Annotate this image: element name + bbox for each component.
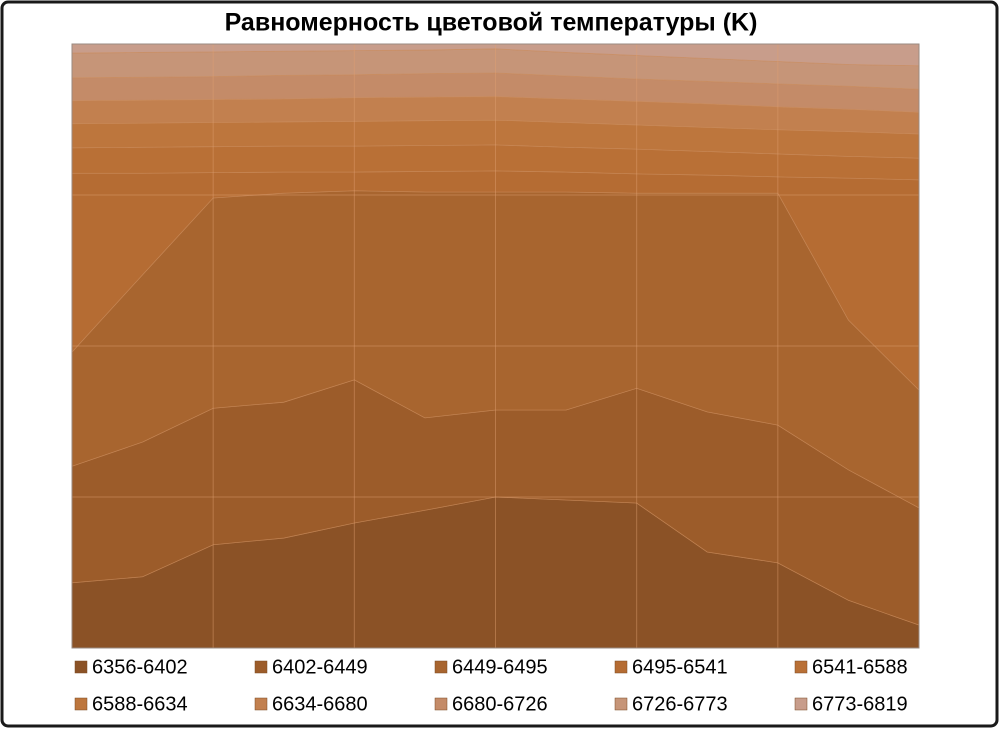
- legend-swatch: [794, 660, 808, 674]
- legend-swatch: [614, 660, 628, 674]
- legend-swatch: [74, 660, 88, 674]
- legend-label: 6634-6680: [272, 693, 368, 715]
- legend-swatch: [74, 697, 88, 711]
- legend-swatch: [434, 660, 448, 674]
- legend-label: 6773-6819: [812, 693, 908, 715]
- legend-swatch: [614, 697, 628, 711]
- legend-swatch: [254, 697, 268, 711]
- legend-swatch: [254, 660, 268, 674]
- legend-label: 6356-6402: [92, 656, 188, 678]
- legend-label: 6588-6634: [92, 693, 188, 715]
- plot-border: [71, 43, 920, 649]
- legend: 6356-6402 6402-6449 6449-6495 6495-6541 6541…: [74, 656, 908, 715]
- legend-label: 6402-6449: [272, 656, 368, 678]
- chart-title: Равномерность цветовой температуры (K): [225, 9, 758, 37]
- legend-swatch: [794, 697, 808, 711]
- legend-label: 6680-6726: [452, 693, 548, 715]
- legend-label: 6495-6541: [632, 656, 728, 678]
- legend-label: 6449-6495: [452, 656, 548, 678]
- legend-label: 6726-6773: [632, 693, 728, 715]
- legend-label: 6541-6588: [812, 656, 908, 678]
- grid: [72, 44, 919, 648]
- legend-swatch: [434, 697, 448, 711]
